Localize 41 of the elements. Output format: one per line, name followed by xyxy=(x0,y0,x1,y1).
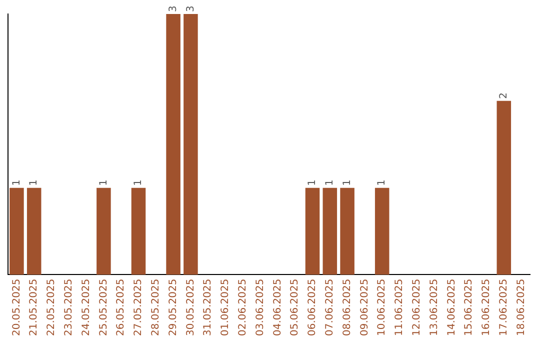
x-tick-label: 30.05.2025 xyxy=(185,278,196,336)
x-tick-label: 29.05.2025 xyxy=(168,278,179,336)
x-tick-label: 27.05.2025 xyxy=(133,278,144,336)
x-tick-label: 07.06.2025 xyxy=(324,278,336,336)
x-tick-label: 31.05.2025 xyxy=(202,278,214,336)
data-label: 1 xyxy=(98,179,110,186)
x-tick-label: 26.05.2025 xyxy=(116,278,127,336)
x-tick-label: 17.06.2025 xyxy=(498,278,510,336)
x-tick-label: 21.05.2025 xyxy=(28,278,40,336)
data-label: 1 xyxy=(307,179,318,186)
x-tick-label: 04.06.2025 xyxy=(272,278,284,336)
x-tick-label: 18.06.2025 xyxy=(516,278,527,336)
data-label: 1 xyxy=(376,179,388,186)
data-label: 1 xyxy=(11,179,22,186)
x-tick-label: 25.05.2025 xyxy=(98,278,110,336)
x-tick-label: 24.05.2025 xyxy=(80,278,92,336)
x-tick-label: 03.06.2025 xyxy=(254,278,266,336)
data-label: 1 xyxy=(324,179,336,186)
x-tick-label: 06.06.2025 xyxy=(307,278,318,336)
x-tick-label: 10.06.2025 xyxy=(376,278,388,336)
x-tick-label: 01.06.2025 xyxy=(220,278,232,336)
data-label: 1 xyxy=(28,179,40,186)
x-tick-label: 23.05.2025 xyxy=(63,278,74,336)
data-label: 1 xyxy=(342,179,353,186)
x-tick-label: 13.06.2025 xyxy=(428,278,440,336)
data-label: 3 xyxy=(185,6,196,12)
x-tick-label: 14.06.2025 xyxy=(446,278,458,336)
x-tick-label: 28.05.2025 xyxy=(150,278,162,336)
data-label: 3 xyxy=(168,6,179,12)
x-tick-label: 20.05.2025 xyxy=(11,278,22,336)
x-tick-label: 16.06.2025 xyxy=(481,278,492,336)
x-tick-label: 08.06.2025 xyxy=(342,278,353,336)
data-label: 1 xyxy=(133,179,144,186)
data-label: 2 xyxy=(498,92,510,99)
x-tick-label: 22.05.2025 xyxy=(46,278,58,336)
x-tick-label: 09.06.2025 xyxy=(359,278,370,336)
x-tick-label: 05.06.2025 xyxy=(290,278,301,336)
x-tick-label: 15.06.2025 xyxy=(464,278,475,336)
x-tick-label: 11.06.2025 xyxy=(394,278,406,336)
x-tick-label: 02.06.2025 xyxy=(237,278,248,336)
x-tick-label: 12.06.2025 xyxy=(411,278,422,336)
